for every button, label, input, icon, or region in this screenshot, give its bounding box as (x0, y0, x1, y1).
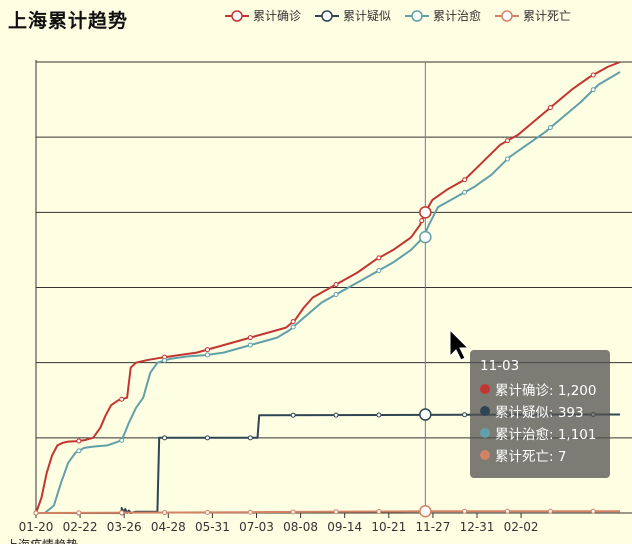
series-point (376, 412, 382, 418)
series-dot-icon (480, 450, 490, 460)
tooltip-value: 累计疑似: 393 (495, 405, 584, 421)
series-line-0 (35, 61, 621, 514)
tooltip-value: 累计确诊: 1,200 (495, 383, 597, 399)
series-point (376, 255, 382, 261)
series-point (547, 508, 553, 514)
series-point (590, 508, 596, 514)
series-point (119, 437, 125, 443)
highlight-point-0 (419, 206, 432, 219)
legend-label: 累计死亡 (523, 9, 572, 23)
series-point (547, 105, 553, 111)
series-point (462, 189, 468, 195)
series-point (547, 125, 553, 131)
tooltip-row: 累计确诊: 1,200 (480, 378, 600, 400)
tooltip-value: 累计死亡: 7 (495, 449, 567, 465)
series-point (204, 509, 210, 515)
x-tick-label: 11-27 (415, 520, 450, 534)
mouse-cursor-icon (449, 328, 470, 361)
x-tick-label: 01-20 (19, 520, 54, 534)
series-point (504, 508, 510, 514)
tooltip-row: 累计疑似: 393 (480, 400, 600, 422)
x-tick-label: 10-21 (371, 520, 406, 534)
series-point (247, 435, 253, 441)
legend-item-dead[interactable]: 累计死亡 (495, 7, 571, 24)
series-point (33, 510, 39, 516)
series-point (419, 218, 425, 224)
circle-line-icon (495, 9, 520, 22)
series-point (376, 509, 382, 515)
highlight-point-1 (419, 408, 432, 421)
series-point (76, 510, 82, 516)
footer-text: 上海疫情趋势 (6, 536, 78, 544)
legend-item-suspected[interactable]: 累计疑似 (315, 7, 391, 24)
x-tick-label: 09-14 (327, 520, 362, 534)
circle-line-icon (225, 9, 249, 22)
tooltip-row: 累计治愈: 1,101 (480, 422, 600, 444)
series-line-3 (35, 510, 620, 514)
highlight-point-3 (419, 504, 432, 518)
series-point (504, 156, 510, 162)
series-point (462, 177, 468, 183)
series-point (204, 352, 210, 358)
tooltip: 11-03 累计确诊: 1,200 累计疑似: 393 累计治愈: 1,101 … (470, 350, 610, 478)
series-point (162, 435, 168, 441)
circle-line-icon (315, 9, 340, 22)
circle-line-icon (405, 9, 430, 22)
series-point (333, 292, 339, 298)
series-point (333, 412, 339, 418)
x-tick-label: 02-22 (63, 520, 98, 534)
highlight-point-2 (419, 230, 432, 244)
tooltip-value: 累计治愈: 1,101 (495, 427, 597, 443)
legend-label: 累计治愈 (433, 9, 482, 23)
series-line-2 (36, 71, 621, 514)
series-point (333, 281, 339, 287)
series-point (76, 448, 82, 454)
x-tick-label: 04-28 (151, 520, 186, 534)
x-tick-label: 05-31 (195, 520, 230, 534)
series-point (162, 358, 168, 364)
series-point (119, 510, 125, 516)
series-point (204, 347, 210, 353)
x-tick-label: 02-02 (504, 520, 539, 534)
series-point (462, 508, 468, 514)
series-point (504, 138, 510, 144)
series-dot-icon (480, 406, 490, 416)
series-point (76, 438, 82, 444)
series-point (204, 435, 210, 441)
legend-label: 累计确诊 (253, 9, 302, 23)
tooltip-row: 累计死亡: 7 (480, 444, 600, 466)
legend-item-cured[interactable]: 累计治愈 (405, 7, 481, 24)
series-point (333, 509, 339, 515)
legend-label: 累计疑似 (343, 9, 392, 23)
legend: 累计确诊 累计疑似 累计治愈 累计死亡 (225, 7, 571, 24)
series-point (247, 509, 253, 515)
tooltip-date: 11-03 (480, 358, 520, 374)
series-point (247, 335, 253, 341)
x-tick-label: 08-08 (283, 520, 318, 534)
series-dot-icon (480, 384, 490, 394)
series-point (290, 509, 296, 515)
series-point (119, 396, 125, 402)
series-point (590, 87, 596, 93)
series-dot-icon (480, 428, 490, 438)
chart-title: 上海累计趋势 (8, 10, 129, 32)
series-point (376, 267, 382, 273)
series-point (290, 324, 296, 330)
series-point (290, 412, 296, 418)
x-tick-label: 07-03 (239, 520, 274, 534)
series-point (247, 342, 253, 348)
x-tick-label: 12-31 (460, 520, 495, 534)
x-tick-label: 03-26 (107, 520, 142, 534)
series-point (290, 319, 296, 325)
legend-item-confirmed[interactable]: 累计确诊 (225, 7, 301, 24)
series-point (590, 72, 596, 78)
series-point (462, 412, 468, 418)
series-point (162, 510, 168, 516)
